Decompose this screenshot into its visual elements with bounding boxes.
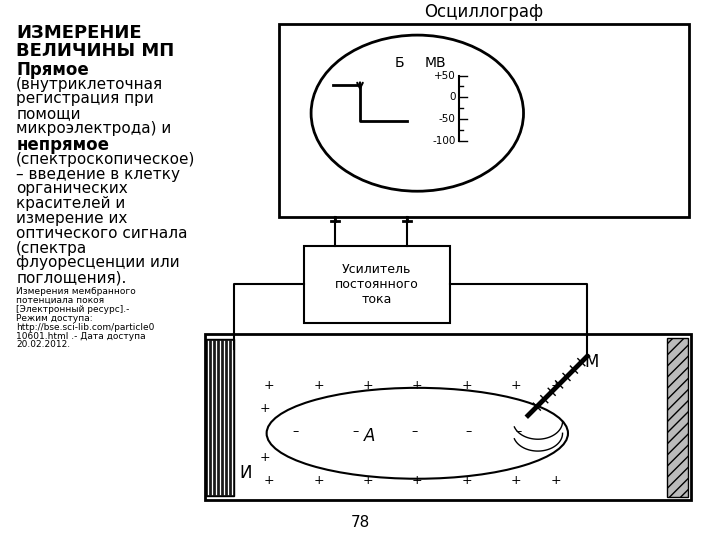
Bar: [304, 246, 450, 322]
Text: +: +: [550, 474, 561, 487]
Text: –: –: [411, 425, 418, 438]
Text: +50: +50: [434, 71, 456, 80]
Text: – введение в клетку: – введение в клетку: [16, 166, 180, 181]
Text: микроэлектрода) и: микроэлектрода) и: [16, 121, 171, 136]
Text: +: +: [550, 380, 561, 393]
Text: +: +: [510, 380, 521, 393]
Text: –: –: [466, 425, 472, 438]
Text: регистрация при: регистрация при: [16, 91, 154, 106]
Text: +: +: [412, 474, 423, 487]
Ellipse shape: [311, 35, 523, 191]
Ellipse shape: [266, 388, 568, 479]
Text: (спектроскопическое): (спектроскопическое): [16, 152, 196, 167]
Text: И: И: [240, 464, 252, 482]
Text: 0: 0: [449, 92, 456, 103]
Text: флуоресценции или: флуоресценции или: [16, 255, 180, 271]
Text: –: –: [292, 425, 299, 438]
Text: –: –: [352, 425, 358, 438]
Text: 20.02.2012.: 20.02.2012.: [16, 340, 71, 349]
Text: +: +: [363, 380, 373, 393]
Text: поглощения).: поглощения).: [16, 270, 127, 285]
Text: Режим доступа:: Режим доступа:: [16, 314, 93, 323]
Text: 10601.html .- Дата доступа: 10601.html .- Дата доступа: [16, 332, 145, 341]
Text: +: +: [462, 380, 472, 393]
Text: А: А: [364, 427, 376, 446]
Bar: [206, 340, 233, 496]
Text: красителей и: красителей и: [16, 196, 125, 211]
Text: -100: -100: [433, 136, 456, 146]
Text: [Электронный ресурс].-: [Электронный ресурс].-: [16, 305, 130, 314]
Text: +: +: [462, 474, 472, 487]
Text: ВЕЛИЧИНЫ МП: ВЕЛИЧИНЫ МП: [16, 42, 174, 60]
Text: +: +: [510, 474, 521, 487]
Text: Измерения мембранного: Измерения мембранного: [16, 287, 136, 296]
Text: +: +: [363, 474, 373, 487]
Text: +: +: [412, 380, 423, 393]
Text: +: +: [260, 402, 271, 415]
Text: помощи: помощи: [16, 106, 81, 122]
Text: Усилитель
постоянного
тока: Усилитель постоянного тока: [335, 262, 418, 306]
Text: Осциллограф: Осциллограф: [424, 3, 544, 21]
Text: Б: Б: [395, 56, 405, 70]
Text: М: М: [585, 353, 598, 371]
Bar: [205, 334, 691, 501]
Text: Прямое: Прямое: [16, 61, 89, 79]
Text: органических: органических: [16, 181, 128, 197]
Bar: [279, 24, 689, 217]
Text: +: +: [260, 451, 271, 464]
Text: +: +: [264, 474, 274, 487]
Text: потенциала покоя: потенциала покоя: [16, 296, 104, 305]
Text: (спектра: (спектра: [16, 241, 87, 255]
Text: 78: 78: [351, 515, 369, 530]
Text: измерение их: измерение их: [16, 211, 127, 226]
Text: -50: -50: [439, 114, 456, 124]
Text: ИЗМЕРЕНИЕ: ИЗМЕРЕНИЕ: [16, 24, 142, 42]
Text: +: +: [313, 380, 324, 393]
Bar: [667, 339, 688, 496]
Text: +: +: [313, 474, 324, 487]
Text: оптического сигнала: оптического сигнала: [16, 226, 188, 241]
Text: +: +: [264, 380, 274, 393]
Text: –: –: [515, 425, 521, 438]
Text: (внутриклеточная: (внутриклеточная: [16, 77, 163, 92]
Text: http://bse.sci-lib.com/particle0: http://bse.sci-lib.com/particle0: [16, 322, 155, 332]
Text: МВ: МВ: [424, 56, 446, 70]
Text: непрямое: непрямое: [16, 136, 109, 154]
